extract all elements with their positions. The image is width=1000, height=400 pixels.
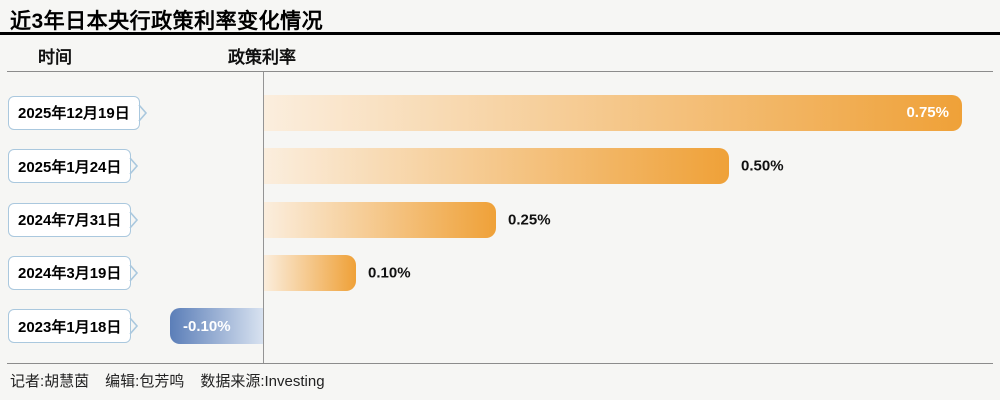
- date-label-box: 2025年1月24日: [8, 149, 139, 184]
- header-divider: [7, 71, 993, 72]
- credit-reporter: 记者:胡慧茵: [10, 373, 90, 390]
- date-label-box: 2024年7月31日: [8, 202, 139, 237]
- credits-footer: 记者:胡慧茵 编辑:包芳鸣 数据来源:Investing: [10, 370, 341, 391]
- rate-bar-negative: -0.10%: [170, 308, 263, 345]
- chart-body: 2025年12月19日 0.75% 2025年1月24日 0.50% 2024年7月31…: [0, 72, 1000, 363]
- chart-row: 2025年12月19日 0.75%: [0, 86, 1000, 139]
- credit-source: 数据来源:Investing: [200, 373, 325, 390]
- date-label: 2024年7月31日: [18, 212, 122, 230]
- rate-value-label: -0.10%: [183, 317, 231, 335]
- chevron-right-icon: [129, 210, 139, 229]
- chart-row: 2024年7月31日 0.25%: [0, 193, 1000, 246]
- rate-bar-positive: 0.75%: [263, 94, 962, 131]
- chevron-right-icon: [129, 264, 139, 282]
- credit-editor: 编辑:包芳鸣: [105, 373, 185, 390]
- rate-value-label: 0.25%: [508, 211, 551, 229]
- column-header-rate: 政策利率: [228, 48, 296, 67]
- rate-bar-positive: [263, 148, 729, 185]
- date-label-box: 2023年1月18日: [8, 309, 139, 344]
- date-label: 2024年3月19日: [18, 265, 122, 283]
- chart-bottom-divider: [7, 363, 993, 364]
- chart-row: 2024年3月19日 0.10%: [0, 246, 1000, 299]
- rate-value-label: 0.75%: [906, 104, 949, 122]
- chart-row: 2025年1月24日 0.50%: [0, 139, 1000, 192]
- value-axis-line: [263, 72, 264, 363]
- date-label: 2025年12月19日: [18, 105, 130, 123]
- chevron-right-icon: [138, 104, 147, 122]
- rate-bar-positive: [263, 254, 356, 291]
- page-title: 近3年日本央行政策利率变化情况: [10, 10, 324, 33]
- date-label: 2023年1月18日: [18, 318, 122, 336]
- date-label-box: 2025年12月19日: [8, 95, 147, 130]
- chevron-right-icon: [129, 317, 139, 335]
- column-header-time: 时间: [38, 48, 72, 67]
- rate-value-label: 0.50%: [741, 157, 784, 175]
- rate-bar-positive: [263, 201, 496, 238]
- title-divider: [0, 32, 1000, 35]
- date-label-box: 2024年3月19日: [8, 255, 139, 290]
- chart-row: 2023年1月18日 -0.10%: [0, 300, 1000, 353]
- chevron-right-icon: [129, 157, 139, 175]
- rate-value-label: 0.10%: [368, 264, 411, 282]
- date-label: 2025年1月24日: [18, 158, 122, 176]
